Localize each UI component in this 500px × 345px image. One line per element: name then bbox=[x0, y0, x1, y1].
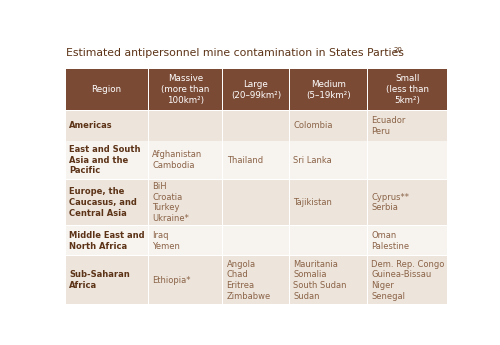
Bar bbox=[66, 69, 148, 110]
Text: Iraq
Yemen: Iraq Yemen bbox=[152, 231, 180, 250]
Text: Middle East and
North Africa: Middle East and North Africa bbox=[69, 231, 144, 250]
Text: Ethiopia*: Ethiopia* bbox=[152, 276, 190, 285]
Bar bbox=[290, 69, 367, 110]
Text: Sri Lanka: Sri Lanka bbox=[294, 156, 332, 165]
Text: Oman
Palestine: Oman Palestine bbox=[372, 231, 410, 250]
Bar bbox=[223, 141, 288, 179]
Text: Colombia: Colombia bbox=[294, 121, 333, 130]
Text: Cyprus**
Serbia: Cyprus** Serbia bbox=[372, 193, 410, 212]
Text: Americas: Americas bbox=[69, 121, 112, 130]
Bar bbox=[368, 180, 447, 225]
Bar bbox=[148, 226, 222, 256]
Bar bbox=[290, 141, 367, 179]
Text: East and South
Asia and the
Pacific: East and South Asia and the Pacific bbox=[69, 145, 140, 175]
Text: Europe, the
Caucasus, and
Central Asia: Europe, the Caucasus, and Central Asia bbox=[69, 187, 137, 218]
Bar bbox=[148, 180, 222, 225]
Text: Tajikistan: Tajikistan bbox=[294, 198, 332, 207]
Bar bbox=[223, 111, 288, 140]
Bar bbox=[368, 69, 447, 110]
Text: Mauritania
Somalia
South Sudan
Sudan: Mauritania Somalia South Sudan Sudan bbox=[294, 260, 347, 301]
Bar bbox=[223, 256, 288, 304]
Text: Dem. Rep. Congo
Guinea-Bissau
Niger
Senegal: Dem. Rep. Congo Guinea-Bissau Niger Sene… bbox=[372, 260, 445, 301]
Bar bbox=[148, 69, 222, 110]
Bar bbox=[368, 111, 447, 140]
Text: BiH
Croatia
Turkey
Ukraine*: BiH Croatia Turkey Ukraine* bbox=[152, 182, 189, 223]
Text: 20: 20 bbox=[393, 47, 402, 53]
Bar bbox=[66, 141, 148, 179]
Text: Large
(20–99km²): Large (20–99km²) bbox=[231, 80, 281, 99]
Text: Medium
(5–19km²): Medium (5–19km²) bbox=[306, 80, 350, 99]
Bar bbox=[148, 256, 222, 304]
Bar bbox=[223, 69, 288, 110]
Bar bbox=[148, 111, 222, 140]
Bar bbox=[368, 256, 447, 304]
Bar bbox=[66, 256, 148, 304]
Text: Small
(less than
5km²): Small (less than 5km²) bbox=[386, 75, 429, 105]
Bar bbox=[148, 141, 222, 179]
Text: Massive
(more than
100km²): Massive (more than 100km²) bbox=[161, 75, 210, 105]
Bar bbox=[290, 226, 367, 256]
Bar bbox=[290, 111, 367, 140]
Text: Afghanistan
Cambodia: Afghanistan Cambodia bbox=[152, 150, 202, 170]
Text: Region: Region bbox=[92, 85, 122, 94]
Bar bbox=[66, 111, 148, 140]
Bar bbox=[368, 141, 447, 179]
Bar bbox=[223, 226, 288, 256]
Text: Sub-Saharan
Africa: Sub-Saharan Africa bbox=[69, 270, 130, 290]
Bar bbox=[368, 226, 447, 256]
Text: Estimated antipersonnel mine contamination in States Parties: Estimated antipersonnel mine contaminati… bbox=[66, 48, 404, 58]
Text: Ecuador
Peru: Ecuador Peru bbox=[372, 116, 406, 136]
Bar bbox=[290, 180, 367, 225]
Bar bbox=[66, 226, 148, 256]
Bar bbox=[223, 180, 288, 225]
Bar bbox=[66, 180, 148, 225]
Text: Angola
Chad
Eritrea
Zimbabwe: Angola Chad Eritrea Zimbabwe bbox=[226, 260, 271, 301]
Bar bbox=[290, 256, 367, 304]
Text: Thailand: Thailand bbox=[226, 156, 262, 165]
